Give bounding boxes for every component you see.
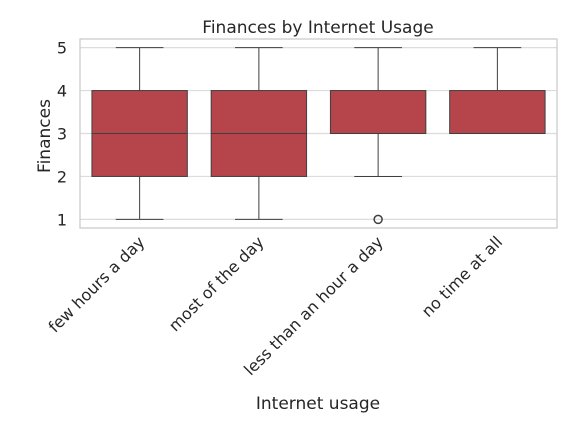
y-tick-label: 3 xyxy=(57,125,67,144)
x-tick-label: few hours a day xyxy=(44,232,148,336)
box xyxy=(449,90,546,134)
x-tick-label: most of the day xyxy=(165,232,268,335)
x-tick-label: no time at all xyxy=(418,232,506,320)
plot-frame xyxy=(79,38,558,229)
y-tick-labels: 1 2 3 4 5 xyxy=(57,39,67,230)
boxes xyxy=(91,47,546,225)
y-tick-label: 4 xyxy=(57,82,67,101)
y-tick-label: 1 xyxy=(57,210,67,229)
box xyxy=(329,90,427,134)
x-tick-label: less than an hour a day xyxy=(240,232,387,379)
y-tick-label: 5 xyxy=(57,39,67,58)
x-axis-label: Internet usage xyxy=(256,394,380,414)
chart-title: Finances by Internet Usage xyxy=(202,18,433,38)
y-tick-label: 2 xyxy=(57,167,67,186)
y-axis-label: Finances xyxy=(35,99,55,173)
outlier-point xyxy=(373,214,383,225)
